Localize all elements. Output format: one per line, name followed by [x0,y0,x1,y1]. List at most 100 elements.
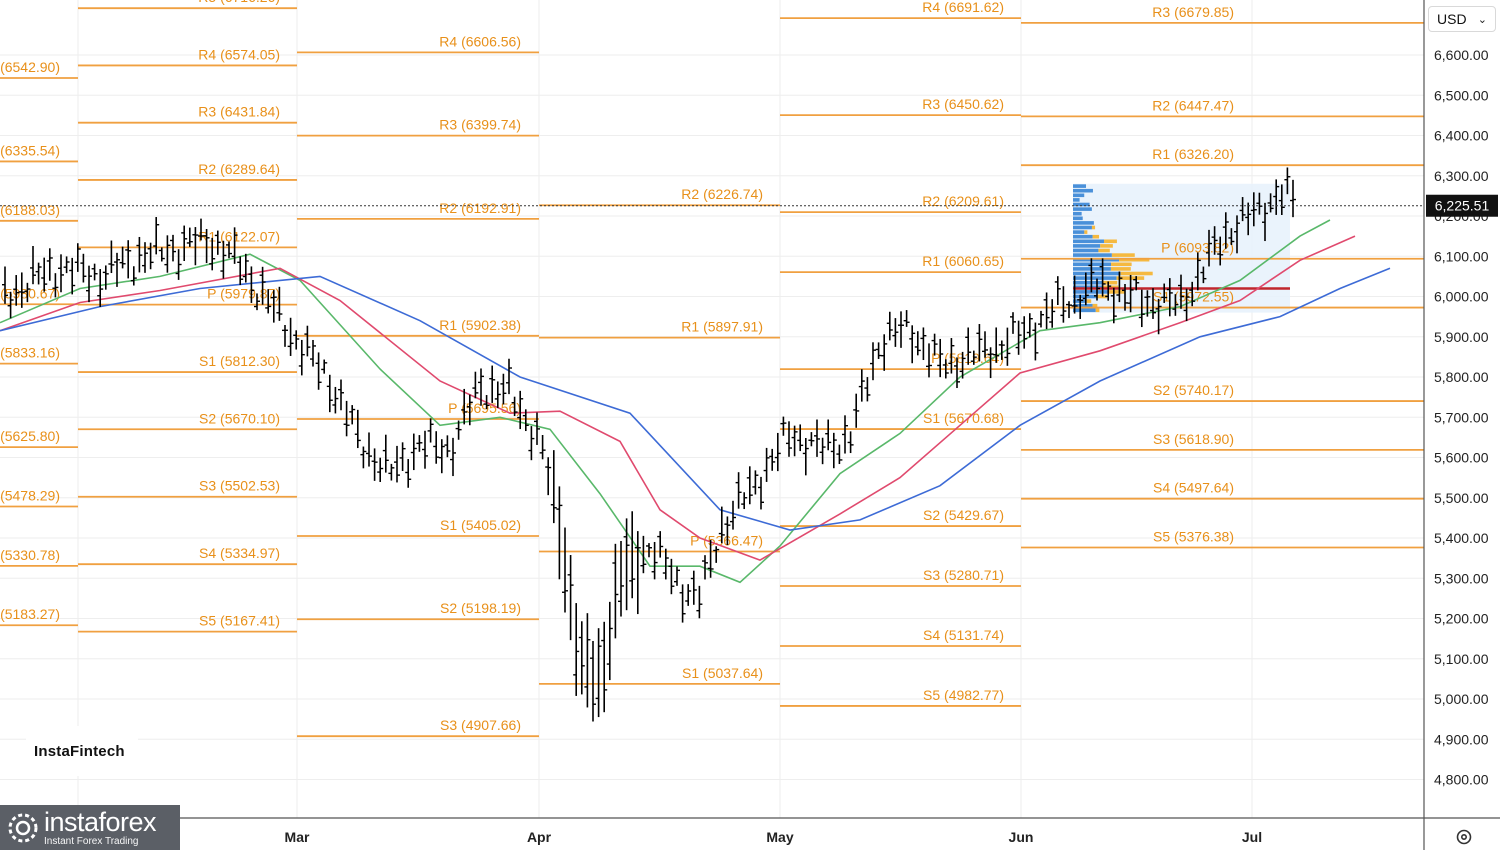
pivot-label: R1 (6326.20) [1152,146,1234,162]
pivot-label: R4 (6606.56) [439,33,521,49]
x-tick-label: Jul [1242,829,1262,845]
pivot-label: (6335.54) [0,142,60,158]
pivot-label: S3 (5502.53) [199,478,280,494]
y-tick-label: 4,900.00 [1434,731,1489,747]
volume-bar-orange [1104,239,1117,244]
moving-averages [0,219,1391,584]
pivot-label: S2 (5198.19) [440,600,521,616]
pivot-label: S3 (4907.66) [440,717,521,733]
pivot-label: (5980.67) [0,285,60,301]
x-tick-label: May [766,829,793,845]
x-tick-label: Apr [527,829,552,845]
instafintech-logo-text: InstaFintech [34,742,125,760]
y-tick-label: 6,000.00 [1434,289,1489,305]
pivot-label: R3 (6450.62) [922,96,1004,112]
pivot-label: S2 (5670.10) [199,410,280,426]
pivot-label: S2 (5429.67) [923,507,1004,523]
pivot-label: (5183.27) [0,606,60,622]
volume-bar-orange [1107,290,1126,294]
pivot-label: R1 (5902.38) [439,317,521,333]
chart-grid [0,0,1424,818]
volume-bar-orange [1092,234,1100,239]
volume-bar-orange [1092,303,1098,308]
y-tick-label: 6,400.00 [1434,128,1489,144]
pivot-label: (5833.16) [0,345,60,361]
gear-icon [1456,829,1472,845]
y-tick-label: 6,600.00 [1434,47,1489,63]
y-tick-label: 6,300.00 [1434,168,1489,184]
instaforex-watermark: instaforex Instant Forex Trading [0,805,180,850]
ohlc-bars [2,167,1296,722]
instafintech-watermark: InstaFintech [26,726,138,776]
y-tick-label: 4,800.00 [1434,772,1489,788]
y-tick-label: 5,500.00 [1434,490,1489,506]
volume-bar-blue [1073,276,1117,280]
volume-bar-blue [1073,303,1093,308]
instaforex-logo-text: instaforex [44,806,157,837]
chevron-down-icon: ⌄ [1477,13,1487,26]
y-tick-label: 5,400.00 [1434,530,1489,546]
y-tick-label: 5,600.00 [1434,450,1489,466]
pivot-label: R4 (6691.62) [922,0,1004,15]
pivot-label: R5 (6716.26) [198,0,280,5]
y-tick-label: 6,500.00 [1434,87,1489,103]
pivot-label: R1 (6122.07) [198,228,280,244]
pivot-label: S1 (5405.02) [440,517,521,533]
pivot-label: S5 (5376.38) [1153,529,1234,545]
settings-button[interactable] [1452,826,1476,848]
x-tick-label: Jun [1009,829,1034,845]
volume-bar-blue [1073,308,1096,313]
volume-bar-blue [1073,244,1101,248]
pivot-label: P (5366.47) [690,532,763,548]
pivot-label: (5330.78) [0,547,60,563]
volume-bar-blue [1073,225,1092,230]
volume-bar-blue [1073,193,1085,198]
volume-bar-blue [1073,188,1093,193]
y-tick-label: 6,100.00 [1434,248,1489,264]
currency-selector[interactable]: USD ⌄ [1428,6,1496,32]
moving-average-green [0,219,1331,584]
last-price-tag [1426,194,1498,217]
volume-bar-orange [1095,308,1100,313]
x-tick-label: Mar [285,829,310,845]
y-tick-label: 5,800.00 [1434,369,1489,385]
pivot-label: S4 (5497.64) [1153,480,1234,496]
volume-bar-blue [1073,230,1085,234]
instaforex-logo-icon [8,813,38,842]
y-tick-label: 5,700.00 [1434,409,1489,425]
volume-bar-orange [1102,280,1118,285]
pivot-label: R1 (5897.91) [681,319,763,335]
pivot-label: R2 (6209.61) [922,193,1004,209]
volume-bar-blue [1073,216,1083,221]
pivot-label: R3 (6431.84) [198,104,280,120]
y-tick-label: 5,000.00 [1434,691,1489,707]
volume-bar-orange [1119,257,1150,262]
volume-bar-blue [1073,221,1094,225]
volume-bar-blue [1073,211,1082,216]
volume-bar-blue [1073,207,1092,211]
volume-bar-orange [1111,262,1132,267]
pivot-label: (6188.03) [0,202,60,218]
volume-bar-orange [1091,225,1096,230]
volume-bar-blue [1073,239,1105,244]
pivot-label: P (6093.82) [1161,240,1234,256]
pivot-label: R4 (6574.05) [198,46,280,62]
instaforex-tagline: Instant Forex Trading [44,835,139,847]
volume-bar-blue [1073,248,1099,253]
volume-bar-orange [1120,271,1153,276]
pivot-label: (5478.29) [0,487,60,503]
volume-bar-blue [1073,257,1120,262]
pivot-label: S3 (5280.71) [923,567,1004,583]
pivot-label: S3 (5618.90) [1153,431,1234,447]
volume-bar-blue [1073,253,1112,257]
volume-bar-orange [1098,248,1110,253]
pivot-label: (5625.80) [0,428,60,444]
moving-average-blue [0,267,1391,531]
y-tick-label: 5,200.00 [1434,611,1489,627]
volume-bar-orange [1100,244,1113,248]
currency-value: USD [1437,11,1467,27]
last-price-label: 6,225.51 [1435,198,1490,214]
pivot-label: R2 (6192.91) [439,200,521,216]
